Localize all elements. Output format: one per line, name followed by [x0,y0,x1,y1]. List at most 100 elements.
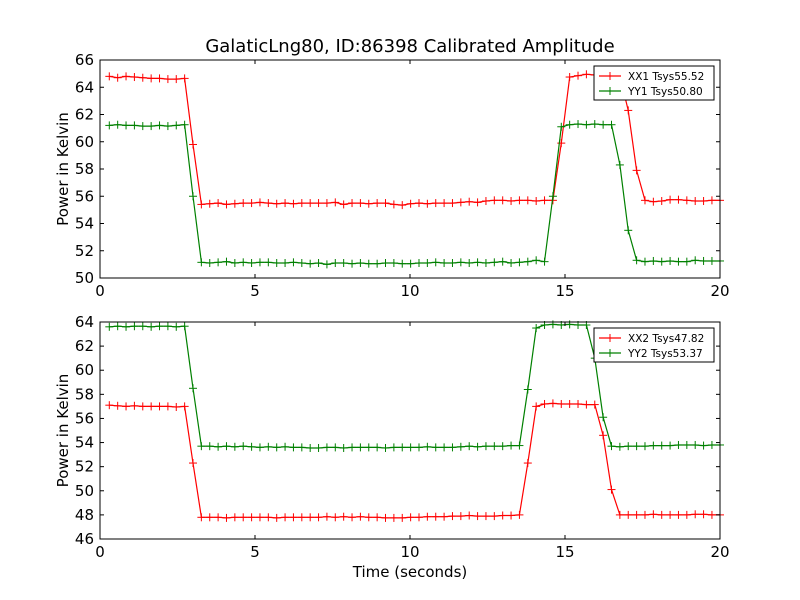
data-point [699,256,708,265]
data-point [389,513,398,522]
data-point [490,442,499,451]
legend-label: XX1 Tsys55.52 [628,71,704,83]
data-point [155,74,164,83]
data-point [615,160,624,169]
data-point [122,322,131,331]
data-point [214,513,223,522]
data-point [607,485,616,494]
data-point [582,120,591,129]
x-tick-label: 5 [250,282,260,300]
data-point [272,513,281,522]
data-point [239,442,248,451]
data-point [189,192,197,201]
data-point [113,73,122,82]
legend: XX2 Tsys47.82 YY2 Tsys53.37 [593,327,715,363]
data-point [640,510,649,519]
data-point [239,513,248,522]
data-point [197,442,206,451]
data-point [197,513,206,522]
data-point [507,259,516,268]
data-point [381,513,390,522]
data-point [381,443,390,452]
y-tick-label: 64 [75,313,94,331]
data-point [707,440,716,449]
data-point [322,260,331,269]
data-point [297,199,306,208]
data-point [406,259,415,268]
legend-box [593,65,715,101]
data-point [138,122,147,131]
data-point [180,120,189,129]
data-point [624,442,633,451]
data-point [222,513,231,522]
y-tick-label: 52 [75,458,94,476]
data-point [314,199,323,208]
y-tick-label: 60 [75,133,94,151]
data-point [574,71,583,80]
x-tick-label: 15 [555,543,574,561]
data-point [214,199,223,208]
data-point [264,258,273,267]
data-point [272,199,281,208]
data-point [440,443,449,452]
data-point [473,512,482,521]
data-point [515,441,524,450]
data-point [122,72,131,81]
data-point [331,513,340,522]
data-point [398,259,407,268]
data-point [440,512,449,521]
data-point [180,402,189,411]
data-point [640,442,649,451]
data-point [465,197,474,206]
data-point [640,196,649,205]
data-point [590,120,599,129]
data-point [423,442,432,451]
data-point [306,513,315,522]
data-point [255,258,264,267]
data-point [431,199,440,208]
data-point [448,512,457,521]
x-tick-label: 10 [400,282,419,300]
data-point [147,322,156,331]
y-tick-label: 46 [75,530,94,548]
bottom-panel: 0 5 10 15 20 46 48 50 52 54 56 58 60 62 64 Power in Kel… [54,313,730,581]
data-point [172,402,181,411]
data-point [624,106,633,115]
data-point [373,513,382,522]
data-point [414,199,423,208]
data-point [624,510,633,519]
data-point [255,198,264,207]
y-tick-label: 64 [75,78,94,96]
data-point [440,259,449,268]
data-point [557,399,566,408]
data-point [364,259,373,268]
data-point [281,259,290,268]
data-point [189,140,197,149]
y-tick-label: 62 [75,337,94,355]
data-point [599,413,608,422]
data-point [105,322,114,331]
data-point [339,512,348,521]
y-axis-label: Power in Kelvin [54,112,72,226]
data-point [699,197,708,206]
data-point [138,73,147,82]
legend-label: YY1 Tsys50.80 [627,86,703,98]
data-point [339,259,348,268]
data-point [230,442,239,451]
data-point [615,442,624,451]
data-point [632,510,641,519]
data-point [306,199,315,208]
data-point [230,259,239,268]
data-point [456,442,465,451]
data-point [707,256,716,265]
data-point [373,199,382,208]
data-point [473,258,482,267]
data-point [331,259,340,268]
legend-box [593,327,715,363]
data-point [657,197,666,206]
data-point [699,441,708,450]
data-point [699,510,708,519]
data-point [498,257,507,266]
data-point [632,166,641,175]
x-tick-label: 20 [710,543,729,561]
